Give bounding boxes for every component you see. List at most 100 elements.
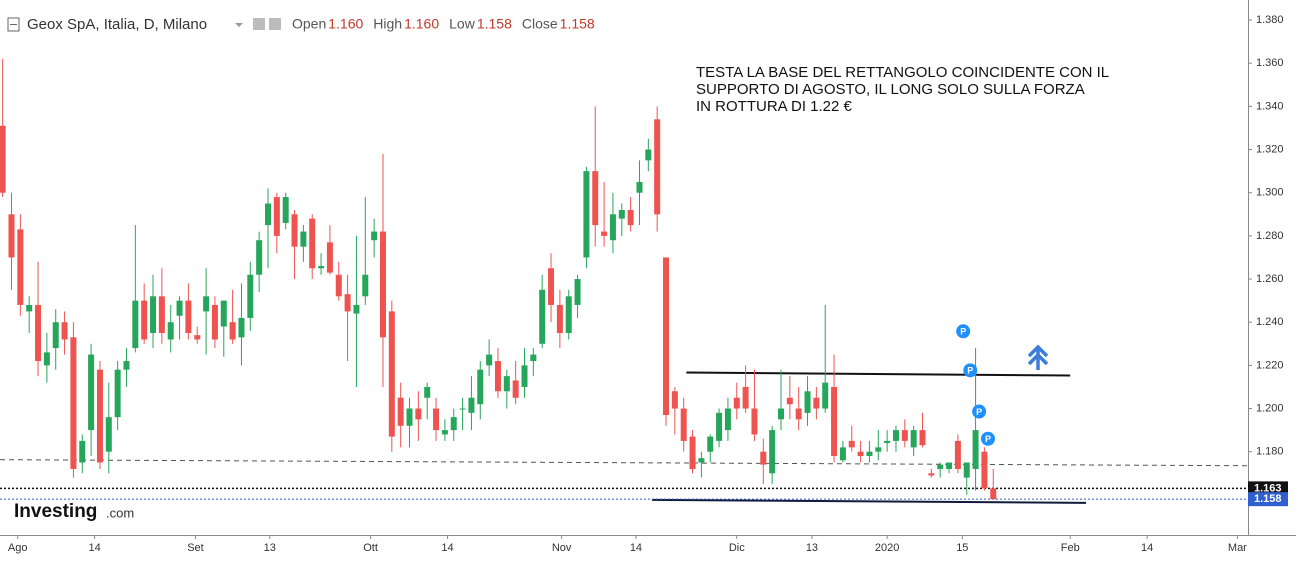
candle-body: [353, 304, 360, 314]
candle-body: [406, 408, 413, 426]
candle-body: [211, 304, 218, 340]
candle-body: [548, 268, 555, 305]
candle-body: [716, 412, 723, 441]
candle-body: [680, 408, 687, 441]
chart-title: Geox SpA, Italia, D, Milano: [27, 16, 207, 33]
candle-body: [910, 430, 917, 448]
candle-body: [43, 352, 50, 366]
candle-body: [300, 231, 307, 247]
candle-body: [79, 440, 86, 463]
candle-body: [247, 274, 254, 318]
candle-body: [344, 294, 351, 312]
x-tick-label: 14: [630, 542, 642, 554]
settings-icon[interactable]: [253, 18, 265, 30]
candle-body: [698, 458, 705, 463]
candle-body: [494, 361, 501, 392]
candle-body: [486, 354, 493, 366]
candle-body: [981, 451, 988, 489]
ohlc-value: 1.158: [560, 16, 595, 32]
candle-body: [972, 430, 979, 469]
candle-body: [273, 197, 280, 236]
candle-body: [123, 361, 130, 370]
pivot-marker: [980, 431, 995, 446]
candle-body: [786, 397, 793, 405]
candle-body: [335, 274, 342, 297]
y-tick-label: 1.380: [1256, 14, 1284, 26]
candle-body: [256, 240, 263, 275]
candle-body: [928, 473, 935, 476]
candle-body: [574, 279, 581, 305]
candle-body: [96, 369, 103, 463]
candle-body: [441, 430, 448, 435]
logo-suffix: .com: [106, 505, 134, 520]
ohlc-value: 1.160: [404, 16, 439, 32]
candle-body: [671, 391, 678, 409]
ohlc-header: Open 1.160 High 1.160 Low 1.158 Close 1.158: [292, 16, 595, 32]
candle-body: [176, 300, 183, 316]
annotation-line: IN ROTTURA DI 1.22 €: [696, 98, 853, 115]
candle-body: [892, 430, 899, 441]
candle-body: [167, 322, 174, 340]
candle-body: [61, 322, 68, 340]
candle-body: [954, 440, 961, 469]
trendline: [0, 459, 1249, 467]
candle-body: [831, 386, 838, 457]
y-tick-label: 1.300: [1256, 187, 1284, 199]
candle-body: [707, 436, 714, 452]
x-tick-label: 2020: [875, 542, 899, 554]
candle-body: [220, 300, 227, 327]
candle-body: [158, 296, 165, 333]
candle-body: [388, 311, 395, 437]
candle-body: [724, 408, 731, 431]
candle-body: [627, 209, 634, 226]
annotation-line: SUPPORTO DI AGOSTO, IL LONG SOLO SULLA F…: [696, 81, 1085, 98]
candle-body: [503, 376, 510, 392]
dropdown-icon[interactable]: [235, 23, 243, 27]
candle-body: [636, 181, 643, 193]
candle-body: [777, 408, 784, 420]
candle-body: [282, 197, 289, 223]
candle-body: [733, 397, 740, 409]
ohlc-name: Close: [522, 16, 558, 32]
candle-body: [0, 125, 6, 193]
x-tick-label: 15: [956, 542, 968, 554]
candle-body: [415, 408, 422, 420]
price-label: 1.158: [1254, 493, 1282, 505]
candle-body: [946, 462, 953, 469]
collapse-icon[interactable]: [7, 17, 20, 32]
price-label-box: [1248, 492, 1288, 507]
candle-body: [52, 322, 59, 349]
pivot-marker-label: P: [976, 407, 982, 417]
candle-body: [203, 296, 210, 312]
candle-body: [618, 209, 625, 219]
arrow-icon: [1027, 344, 1049, 370]
candle-body: [866, 451, 873, 457]
candle-body: [813, 397, 820, 409]
pivot-marker-label: P: [967, 366, 973, 376]
ohlc-name: Open: [292, 16, 326, 32]
candle-body: [751, 408, 758, 435]
candle-body: [822, 382, 829, 409]
y-tick-label: 1.280: [1256, 230, 1284, 242]
y-tick-label: 1.220: [1256, 359, 1284, 371]
candle-body: [229, 322, 236, 340]
candle-body: [556, 304, 563, 333]
candle-body: [565, 296, 572, 333]
settings-icon[interactable]: [269, 18, 281, 30]
x-tick-label: 14: [1141, 542, 1153, 554]
y-tick-label: 1.200: [1256, 402, 1284, 414]
x-tick-label: Ago: [8, 542, 28, 554]
candle-body: [238, 317, 245, 338]
candle-body: [990, 488, 997, 500]
x-tick-label: 13: [264, 542, 276, 554]
candle-body: [450, 417, 457, 431]
annotation-line: TESTA LA BASE DEL RETTANGOLO COINCIDENTE…: [696, 64, 1109, 81]
candle-body: [194, 335, 201, 340]
pivot-marker: [956, 324, 971, 339]
pivot-marker: [963, 363, 978, 378]
candle-body: [804, 391, 811, 413]
candle-body: [141, 300, 148, 340]
ohlc-name: High: [373, 16, 402, 32]
candle-body: [919, 430, 926, 446]
